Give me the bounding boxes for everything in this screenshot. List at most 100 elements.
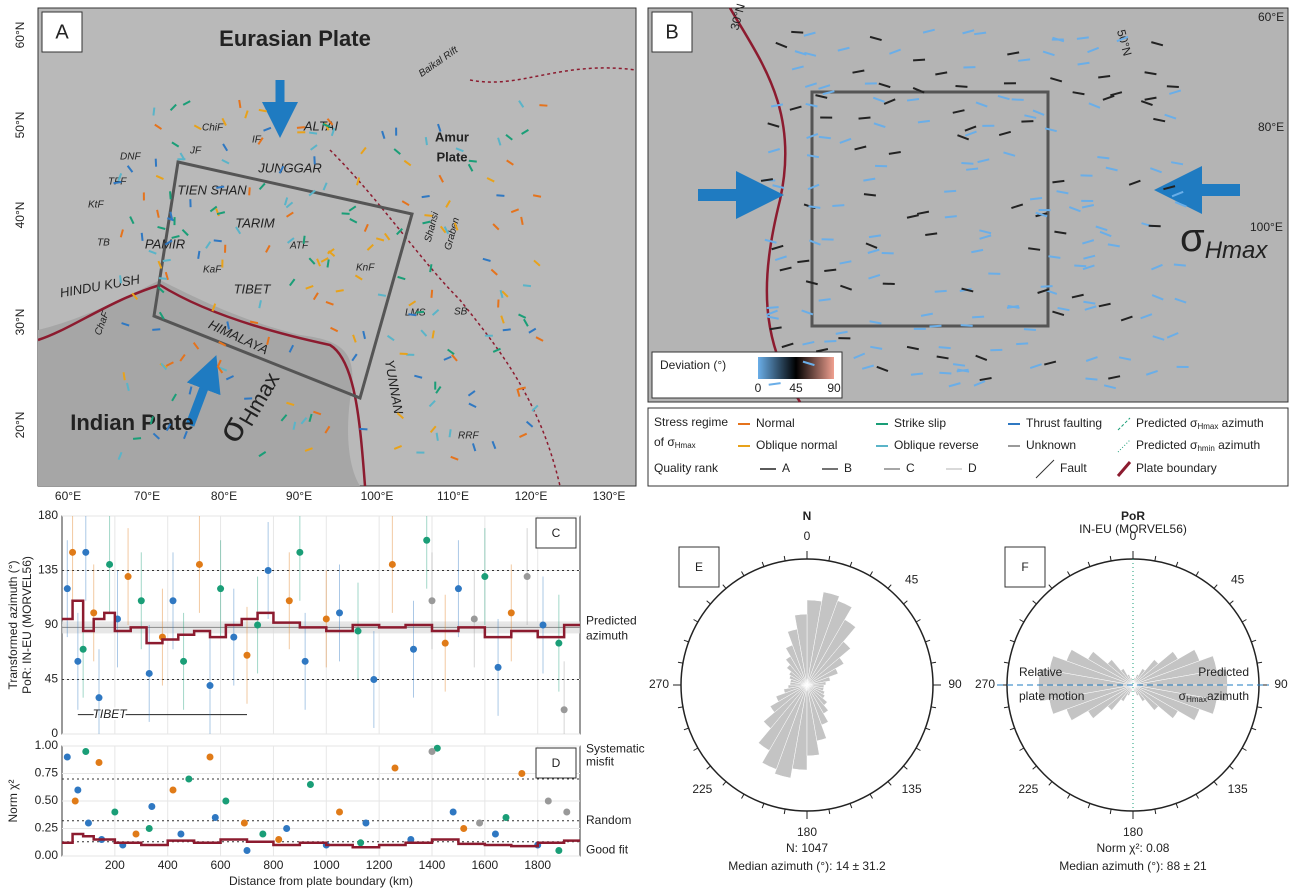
rose-tick — [850, 562, 852, 567]
point — [207, 682, 214, 689]
rose-tick — [1088, 562, 1090, 567]
point — [518, 770, 525, 777]
rose-tick — [829, 556, 830, 561]
point — [241, 820, 248, 827]
stress-indicator — [961, 325, 973, 326]
stress-indicator — [1024, 329, 1036, 330]
region-label: TIEN SHAN — [177, 182, 247, 197]
x-tick-label: 600 — [211, 858, 231, 872]
stress-indicator — [961, 163, 973, 164]
theta-label: 225 — [692, 782, 712, 796]
stress-indicator — [120, 275, 121, 283]
rose-tick — [1010, 728, 1015, 730]
rose-tick — [1251, 728, 1256, 730]
x-tick-label: 1800 — [524, 858, 551, 872]
legend-label: Oblique reverse — [894, 438, 979, 452]
point — [222, 798, 229, 805]
point — [275, 836, 282, 843]
rose-tick — [1033, 601, 1037, 604]
stress-indicator — [945, 216, 957, 217]
rose-tick — [931, 662, 936, 663]
lon-label: 90°E — [286, 489, 312, 503]
rose-tick — [694, 620, 698, 623]
colorbar-tick: 90 — [827, 381, 841, 395]
stress-indicator — [170, 191, 171, 199]
y-tick-label: 1.00 — [35, 738, 59, 752]
stress-indicator — [935, 291, 947, 292]
rose-tick — [784, 556, 785, 561]
point — [212, 814, 219, 821]
rose-tick — [1214, 585, 1217, 589]
legend-label: Unknown — [1026, 438, 1076, 452]
grid-label: 80°E — [1258, 120, 1284, 134]
stress-indicator — [913, 60, 925, 61]
region-label: JUNGGAR — [257, 160, 322, 175]
plate-label: Indian Plate — [70, 410, 193, 435]
rose-tick — [742, 794, 745, 798]
rose-tick — [925, 728, 930, 730]
stress-indicator — [142, 233, 143, 241]
point — [357, 839, 364, 846]
point — [170, 597, 177, 604]
rose-stat: N: 1047 — [786, 841, 828, 855]
point — [111, 809, 118, 816]
x-tick-label: 200 — [105, 858, 125, 872]
point — [177, 831, 184, 838]
point — [503, 814, 510, 821]
point — [545, 798, 552, 805]
stress-indicator — [239, 100, 240, 108]
x-tick-label: 1200 — [366, 858, 393, 872]
rose-tick — [904, 766, 908, 769]
region-label: TIBET — [93, 707, 129, 721]
lon-label: 70°E — [134, 489, 160, 503]
point — [492, 831, 499, 838]
fault-label: DNF — [120, 152, 141, 163]
rose-tick — [1049, 782, 1052, 786]
figure: 20°N 30°N 40°N 50°N 60°N 60°E 70°E 80°E … — [0, 0, 1295, 891]
point — [185, 776, 192, 783]
stress-indicator — [966, 168, 978, 169]
point — [64, 585, 71, 592]
legend-title-sub: Hmax — [675, 441, 696, 450]
stress-indicator — [929, 326, 941, 327]
point — [495, 664, 502, 671]
stress-indicator — [955, 86, 967, 87]
stress-indicator — [327, 260, 328, 268]
point — [207, 754, 214, 761]
theta-label: 135 — [1228, 782, 1248, 796]
point — [244, 847, 251, 854]
stress-indicator — [944, 191, 956, 192]
colorbar-title: Deviation (°) — [660, 358, 726, 372]
rose-tick — [742, 572, 745, 576]
annotation-sub: Hmax — [1186, 695, 1207, 704]
stress-indicator — [124, 372, 125, 380]
rose-tick — [1257, 707, 1262, 708]
rose-tick — [931, 707, 936, 708]
legend-label: A — [782, 461, 790, 475]
rose-tick — [784, 809, 785, 814]
legend-label: Strike slip — [894, 416, 946, 430]
x-axis-label: Distance from plate boundary (km) — [229, 874, 413, 888]
fault-label: JF — [189, 146, 202, 157]
region-label: TIBET — [234, 281, 272, 296]
theta-label: 0 — [804, 529, 811, 543]
map-a: 20°N 30°N 40°N 50°N 60°N 60°E 70°E 80°E … — [13, 8, 636, 503]
stress-indicator — [422, 196, 430, 197]
stress-indicator — [309, 132, 317, 133]
theta-label: 180 — [1123, 825, 1143, 839]
legend-title: Quality rank — [654, 461, 719, 475]
lat-label: 40°N — [13, 202, 27, 229]
annotation: Predicted — [586, 614, 637, 628]
rose-tick — [1155, 809, 1156, 814]
fault-label: KaF — [203, 265, 222, 276]
rose-tick — [1196, 794, 1199, 798]
rose-tick — [916, 748, 920, 751]
point — [471, 615, 478, 622]
point — [442, 640, 449, 647]
rose-tick — [1242, 748, 1246, 751]
lat-label: 20°N — [13, 412, 27, 439]
stress-indicator — [342, 213, 350, 214]
stress-indicator — [114, 182, 122, 183]
point — [180, 658, 187, 665]
theta-label: 45 — [1231, 573, 1245, 587]
